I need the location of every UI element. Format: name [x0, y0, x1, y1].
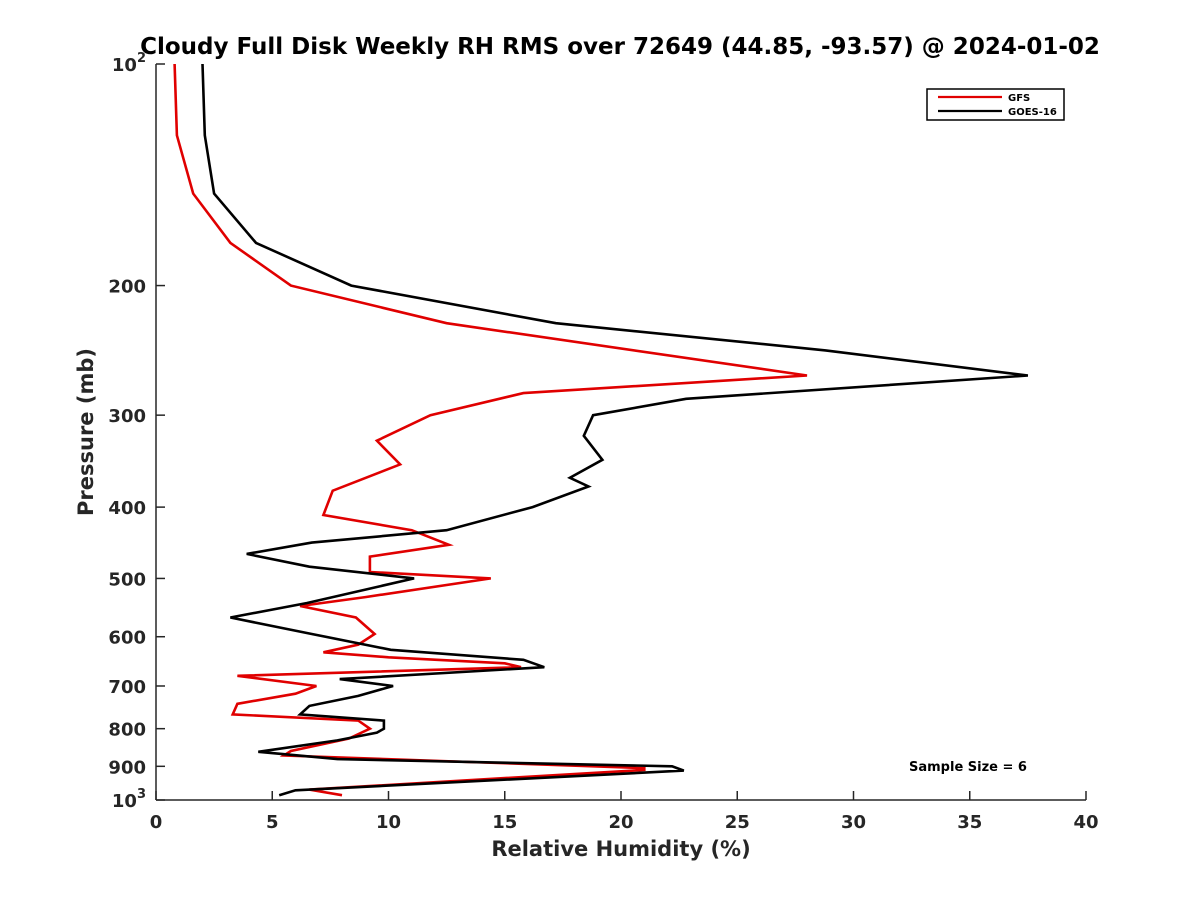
y-tick-label: 600 — [108, 628, 146, 649]
y-tick-label: 700 — [108, 677, 146, 698]
series-line-goes-16 — [201, 63, 1029, 797]
y-tick-label-base: 200 — [108, 277, 146, 298]
y-axis-label: Pressure (mb) — [74, 348, 98, 516]
x-tick-label: 10 — [376, 812, 401, 833]
legend: GFS GOES-16 — [926, 88, 1065, 121]
y-tick-label-exponent: 3 — [137, 787, 146, 802]
y-tick-label: 102 — [112, 51, 146, 76]
x-tick-label: 15 — [492, 812, 517, 833]
y-tick-label-base: 400 — [108, 498, 146, 519]
x-tick-label: 5 — [266, 812, 279, 833]
y-tick-label-exponent: 2 — [137, 51, 146, 66]
x-tick-label: 35 — [957, 812, 982, 833]
y-tick-label-base: 10 — [112, 791, 137, 812]
y-tick-label: 400 — [108, 498, 146, 519]
series-line-gfs — [173, 63, 808, 797]
y-tick-label: 800 — [108, 720, 146, 741]
y-tick-label: 900 — [108, 757, 146, 778]
y-tick-label-base: 300 — [108, 406, 146, 427]
y-tick-label-base: 600 — [108, 628, 146, 649]
y-tick-label-base: 500 — [108, 569, 146, 590]
legend-label-goes-16: GOES-16 — [1008, 107, 1057, 118]
chart-title: Cloudy Full Disk Weekly RH RMS over 7264… — [140, 34, 1100, 60]
y-tick-label-base: 900 — [108, 757, 146, 778]
y-tick-label-base: 10 — [112, 55, 137, 76]
y-tick-label: 300 — [108, 406, 146, 427]
x-tick-label: 25 — [725, 812, 750, 833]
y-tick-label: 103 — [112, 787, 146, 812]
x-tick-label: 40 — [1073, 812, 1098, 833]
x-axis-label: Relative Humidity (%) — [491, 837, 750, 861]
x-tick-label: 20 — [608, 812, 633, 833]
legend-box — [926, 88, 1065, 121]
y-tick-label: 500 — [108, 569, 146, 590]
y-tick-label-base: 700 — [108, 677, 146, 698]
x-tick-label: 0 — [150, 812, 163, 833]
y-tick-label: 200 — [108, 277, 146, 298]
x-tick-label: 30 — [841, 812, 866, 833]
sample-size-annotation: Sample Size = 6 — [909, 760, 1027, 775]
series-layer — [173, 63, 1029, 797]
legend-label-gfs: GFS — [1008, 93, 1030, 104]
y-tick-label-base: 800 — [108, 720, 146, 741]
x-axis-ticks: 0 5 10 15 20 25 30 35 40 — [150, 791, 1099, 833]
